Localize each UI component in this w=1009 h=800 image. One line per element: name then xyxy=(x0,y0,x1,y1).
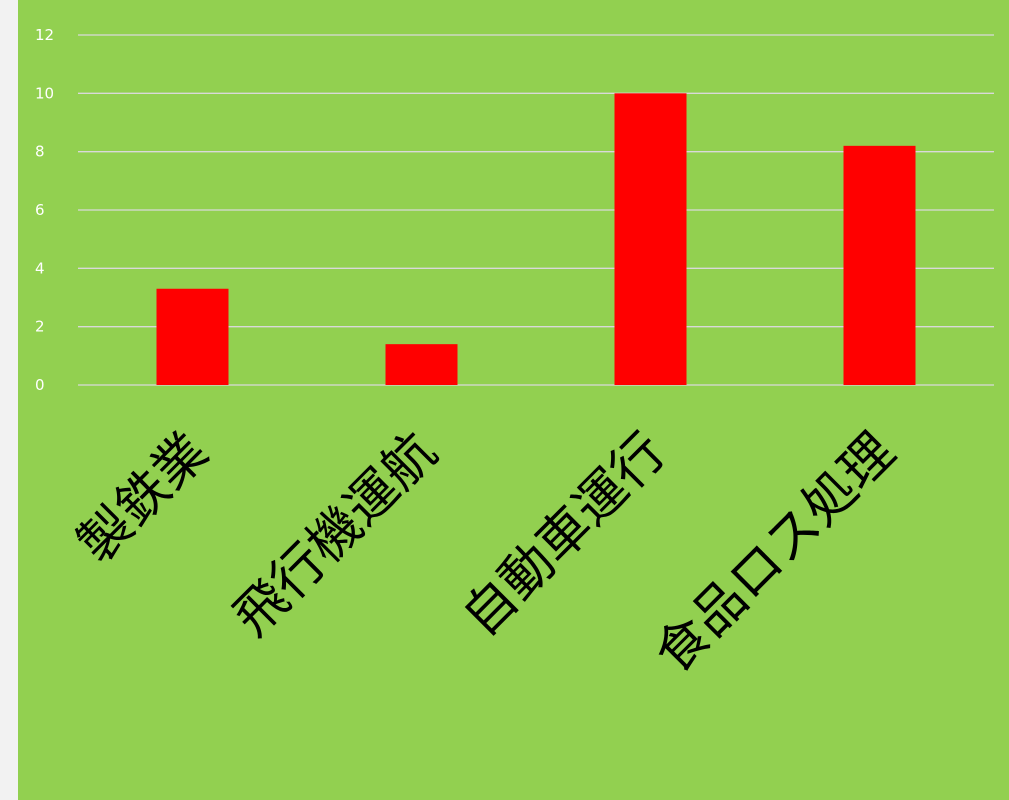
bar-2 xyxy=(385,344,458,385)
y-axis-tick-labels: 0 2 4 6 8 10 12 xyxy=(35,26,54,394)
y-tick-label: 10 xyxy=(35,84,54,102)
y-tick-label: 6 xyxy=(35,201,45,219)
y-tick-label: 4 xyxy=(35,259,45,277)
bars xyxy=(156,93,916,385)
y-tick-label: 2 xyxy=(35,318,45,336)
chart-background xyxy=(18,0,1009,800)
chart-area: 0 2 4 6 8 10 12 製鉄業 飛行機運航 自動車運行 食品ロス処理 xyxy=(18,0,1009,800)
y-tick-label: 8 xyxy=(35,143,45,161)
y-tick-label: 0 xyxy=(35,376,45,394)
y-tick-label: 12 xyxy=(35,26,54,44)
gridlines xyxy=(78,34,994,386)
bar-3 xyxy=(614,93,687,385)
bar-1 xyxy=(156,288,229,385)
bar-4 xyxy=(843,145,916,385)
